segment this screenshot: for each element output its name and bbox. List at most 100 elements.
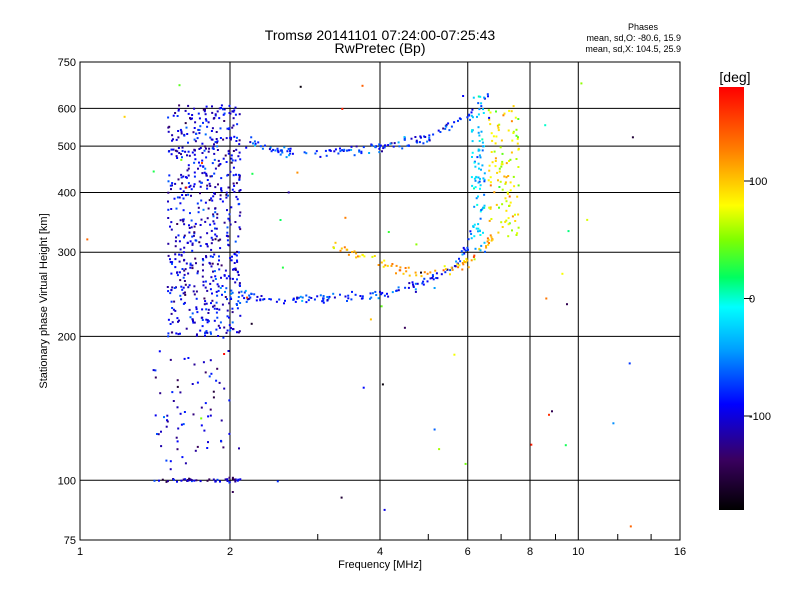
echo-point [339, 293, 341, 296]
echo-point [189, 262, 192, 265]
echo-point [393, 142, 396, 145]
echo-point [234, 480, 237, 483]
echo-point [184, 150, 187, 153]
echo-point [210, 236, 213, 239]
echo-point [230, 292, 233, 295]
echo-point [233, 109, 236, 112]
echo-point [374, 290, 377, 293]
echo-point [220, 188, 222, 191]
echo-point [183, 411, 186, 413]
echo-point [196, 381, 199, 384]
echo-point [196, 202, 199, 205]
echo-point [177, 178, 180, 181]
echo-point [185, 176, 188, 179]
echo-point [237, 155, 240, 158]
echo-point [483, 178, 486, 181]
echo-point [209, 288, 212, 291]
echo-point [220, 189, 223, 192]
echo-point [194, 121, 197, 124]
echo-point [183, 280, 186, 282]
x-axis: 1 2 4 6 8 10 16 [77, 534, 686, 558]
echo-point [498, 186, 501, 188]
echo-point [210, 248, 213, 251]
echo-point [238, 174, 241, 177]
echo-point [211, 105, 213, 108]
echo-point [169, 468, 172, 471]
echo-point [205, 308, 208, 311]
echo-point [229, 277, 232, 280]
trace-sparse-noise [86, 82, 634, 528]
echo-point [411, 281, 414, 284]
echo-point [509, 189, 512, 192]
echo-point [495, 135, 498, 138]
echo-point [272, 148, 275, 151]
echo-point [419, 135, 422, 138]
echo-point [489, 181, 492, 184]
echo-point [177, 234, 180, 237]
echo-point [160, 445, 163, 448]
echo-point [152, 369, 155, 372]
echo-point [207, 121, 210, 124]
echo-point [442, 269, 445, 272]
data-points [86, 82, 634, 528]
echo-point [222, 157, 225, 160]
echo-point [174, 245, 177, 248]
echo-point [496, 171, 499, 174]
echo-point [232, 117, 235, 120]
echo-point [217, 239, 220, 242]
echo-point [326, 296, 329, 298]
echo-point [308, 296, 311, 299]
echo-point [209, 359, 212, 362]
echo-point [470, 176, 473, 179]
echo-point [341, 107, 344, 110]
echo-point [278, 298, 281, 301]
echo-point [240, 290, 243, 293]
echo-point [167, 254, 170, 257]
echo-point [205, 119, 208, 122]
echo-point [184, 291, 186, 294]
echo-point [505, 162, 508, 165]
echo-point [488, 206, 491, 209]
echo-point [500, 165, 503, 168]
echo-point [219, 247, 222, 250]
echo-point [494, 142, 497, 145]
echo-point [195, 290, 198, 293]
echo-point [232, 150, 235, 152]
echo-point [175, 138, 178, 141]
echo-point [515, 128, 518, 131]
echo-point [224, 296, 227, 298]
echo-point [355, 145, 358, 148]
echo-point [196, 445, 199, 448]
echo-point [216, 316, 219, 319]
echo-point [429, 271, 432, 274]
trace-spread-f-column [166, 104, 242, 338]
echo-point [175, 436, 178, 439]
echo-point [424, 136, 427, 138]
echo-point [301, 299, 304, 302]
echo-point [507, 217, 510, 220]
echo-point [245, 146, 248, 149]
echo-point [510, 120, 513, 123]
echo-point [432, 133, 435, 136]
echo-point [371, 144, 374, 147]
echo-point [215, 301, 218, 304]
echo-point [222, 336, 225, 339]
echo-point [443, 265, 446, 268]
echo-point [180, 479, 183, 482]
echo-point [176, 385, 179, 388]
echo-point [176, 150, 179, 153]
echo-point [252, 142, 254, 145]
echo-point [215, 138, 218, 140]
echo-point [228, 104, 231, 107]
echo-point [222, 138, 225, 141]
echo-point [253, 140, 256, 143]
echo-point [167, 332, 170, 335]
echo-point [213, 143, 215, 146]
echo-point [492, 135, 495, 138]
echo-point [510, 110, 513, 113]
echo-point [422, 283, 425, 286]
echo-point [214, 113, 217, 116]
echo-point [211, 255, 214, 258]
echo-point [433, 287, 436, 289]
echo-point [182, 292, 185, 295]
